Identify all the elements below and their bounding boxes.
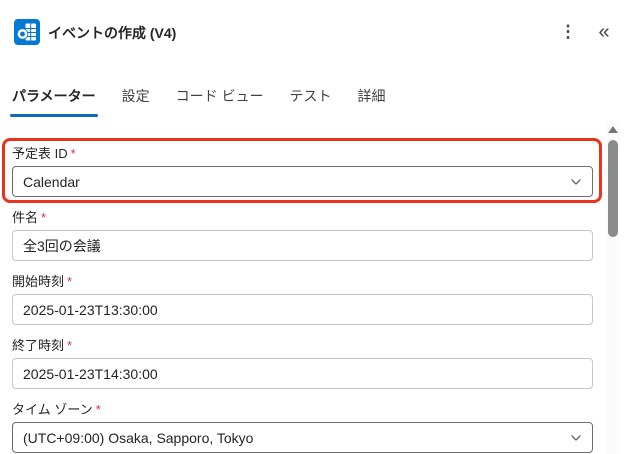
parameters-form: 予定表 ID* Calendar 件名* 開始時刻* 終了時刻* タイム ゾーン… bbox=[12, 146, 593, 454]
timezone-value: (UTC+09:00) Osaka, Sapporo, Tokyo bbox=[23, 429, 254, 446]
required-asterisk: * bbox=[95, 402, 101, 417]
required-asterisk: * bbox=[67, 338, 73, 353]
required-asterisk: * bbox=[67, 274, 73, 289]
calendar-id-combobox[interactable]: Calendar bbox=[12, 166, 593, 197]
timezone-field-group: タイム ゾーン * (UTC+09:00) Osaka, Sapporo, Tok… bbox=[12, 402, 593, 453]
chevron-down-icon bbox=[570, 176, 582, 188]
subject-label: 件名 * bbox=[12, 210, 47, 225]
double-chevron-left-icon: « bbox=[598, 20, 610, 43]
tab-about[interactable]: 詳細 bbox=[355, 84, 387, 117]
subject-field-group: 件名 * bbox=[12, 210, 593, 261]
timezone-combobox[interactable]: (UTC+09:00) Osaka, Sapporo, Tokyo bbox=[12, 422, 593, 453]
more-options-button[interactable]: ⋮ bbox=[554, 18, 582, 46]
tab-settings[interactable]: 設定 bbox=[120, 84, 152, 117]
scrollbar[interactable] bbox=[606, 120, 620, 454]
start-time-field-group: 開始時刻 * bbox=[12, 274, 593, 325]
timezone-label: タイム ゾーン * bbox=[12, 402, 101, 417]
tab-test[interactable]: テスト bbox=[287, 84, 333, 117]
tab-bar: パラメーター 設定 コード ビュー テスト 詳細 bbox=[10, 84, 387, 117]
tab-code-view[interactable]: コード ビュー bbox=[174, 84, 266, 117]
outlook-connector-icon bbox=[14, 19, 40, 45]
required-asterisk: * bbox=[70, 146, 76, 161]
tab-parameters[interactable]: パラメーター bbox=[10, 84, 98, 117]
scroll-up-button[interactable] bbox=[608, 124, 618, 134]
end-time-input[interactable] bbox=[12, 358, 593, 389]
panel-header: イベントの作成 (V4) ⋮ « bbox=[0, 0, 624, 64]
collapse-panel-button[interactable]: « bbox=[590, 18, 618, 46]
scrollbar-thumb[interactable] bbox=[608, 140, 618, 237]
calendar-id-value: Calendar bbox=[23, 173, 80, 190]
calendar-id-field-group: 予定表 ID * Calendar bbox=[12, 146, 593, 197]
panel-title: イベントの作成 (V4) bbox=[48, 25, 177, 41]
end-time-field-group: 終了時刻 * bbox=[12, 338, 593, 389]
start-time-label: 開始時刻 * bbox=[12, 274, 73, 289]
vertical-ellipsis-icon: ⋮ bbox=[559, 22, 577, 41]
end-time-label: 終了時刻 * bbox=[12, 338, 73, 353]
start-time-input[interactable] bbox=[12, 294, 593, 325]
required-asterisk: * bbox=[41, 210, 47, 225]
chevron-down-icon bbox=[570, 432, 582, 444]
calendar-id-label: 予定表 ID * bbox=[12, 146, 76, 161]
subject-input[interactable] bbox=[12, 230, 593, 261]
